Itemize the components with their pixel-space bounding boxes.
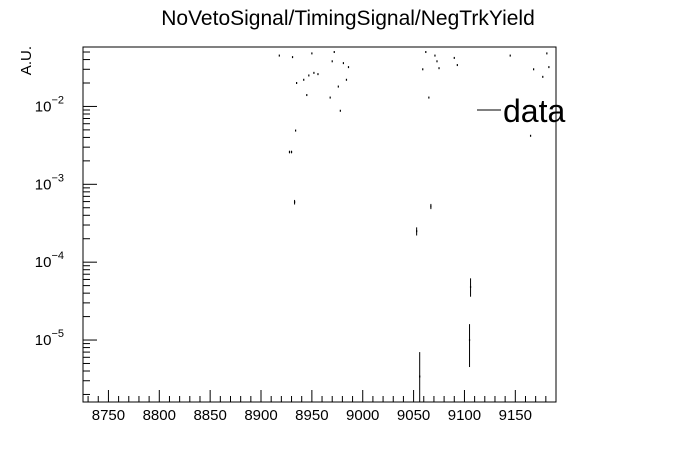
data-marks bbox=[278, 51, 550, 402]
data-point bbox=[428, 96, 430, 99]
data-point bbox=[317, 73, 319, 76]
data-point bbox=[331, 60, 333, 63]
y-tick-label: 10−3 bbox=[35, 172, 64, 193]
data-point bbox=[308, 74, 310, 77]
legend: data bbox=[477, 93, 565, 129]
data-point bbox=[509, 54, 511, 57]
x-tick-label: 9050 bbox=[397, 407, 430, 424]
data-point bbox=[436, 60, 438, 63]
data-point bbox=[290, 150, 293, 153]
data-point bbox=[306, 94, 308, 97]
data-point bbox=[430, 205, 432, 208]
data-point bbox=[337, 85, 339, 88]
data-point bbox=[313, 71, 315, 74]
data-point bbox=[422, 68, 424, 71]
x-tick-label: 8950 bbox=[295, 407, 328, 424]
data-point bbox=[548, 66, 550, 69]
data-point bbox=[339, 109, 341, 112]
data-point bbox=[278, 54, 280, 57]
y-tick-base: 10 bbox=[35, 332, 52, 349]
data-point bbox=[347, 66, 350, 69]
data-point bbox=[468, 339, 471, 342]
x-tick-label: 8900 bbox=[244, 407, 277, 424]
data-point bbox=[291, 56, 294, 59]
data-point bbox=[345, 78, 348, 81]
data-point bbox=[293, 201, 296, 204]
data-point bbox=[296, 82, 298, 85]
y-tick-label: 10−4 bbox=[35, 250, 64, 271]
data-point bbox=[434, 54, 436, 57]
y-tick-exponent: −4 bbox=[51, 250, 64, 262]
y-tick-base: 10 bbox=[35, 98, 52, 115]
y-tick-exponent: −2 bbox=[51, 94, 64, 106]
data-point bbox=[425, 51, 427, 54]
data-point bbox=[311, 52, 313, 55]
y-tick-base: 10 bbox=[35, 176, 52, 193]
data-point bbox=[533, 68, 535, 71]
data-point bbox=[529, 134, 532, 137]
y-tick-exponent: −3 bbox=[51, 172, 64, 184]
data-point bbox=[469, 285, 472, 288]
y-axis: 10−510−410−310−2 bbox=[35, 51, 97, 395]
data-point bbox=[294, 129, 297, 132]
y-tick-base: 10 bbox=[35, 254, 52, 271]
x-tick-label: 8750 bbox=[92, 407, 125, 424]
y-tick-label: 10−5 bbox=[35, 328, 64, 349]
y-tick-label: 10−2 bbox=[35, 94, 64, 115]
y-axis-label: A.U. bbox=[18, 46, 35, 75]
data-point bbox=[456, 64, 458, 67]
x-axis: 8750 8800 8850 8900 8950 9000 9050 9100 9150 bbox=[87, 390, 557, 424]
data-point bbox=[438, 67, 440, 70]
data-point bbox=[288, 150, 291, 153]
x-tick-label: 9000 bbox=[346, 407, 379, 424]
data-point bbox=[416, 230, 418, 233]
x-tick-label: 9100 bbox=[448, 407, 481, 424]
data-point bbox=[419, 375, 421, 378]
x-tick-label: 8800 bbox=[143, 407, 176, 424]
legend-label: data bbox=[503, 93, 565, 129]
data-point bbox=[453, 56, 455, 59]
data-point bbox=[333, 51, 335, 54]
data-point bbox=[342, 62, 345, 65]
data-point bbox=[329, 96, 331, 99]
data-point bbox=[546, 52, 548, 55]
y-tick-exponent: −5 bbox=[51, 328, 64, 340]
data-point bbox=[303, 78, 305, 81]
plot-frame bbox=[82, 46, 557, 403]
data-point bbox=[542, 75, 544, 78]
x-tick-label: 8850 bbox=[193, 407, 226, 424]
x-tick-label: 9150 bbox=[499, 407, 532, 424]
chart-title: NoVetoSignal/TimingSignal/NegTrkYield bbox=[161, 7, 535, 30]
